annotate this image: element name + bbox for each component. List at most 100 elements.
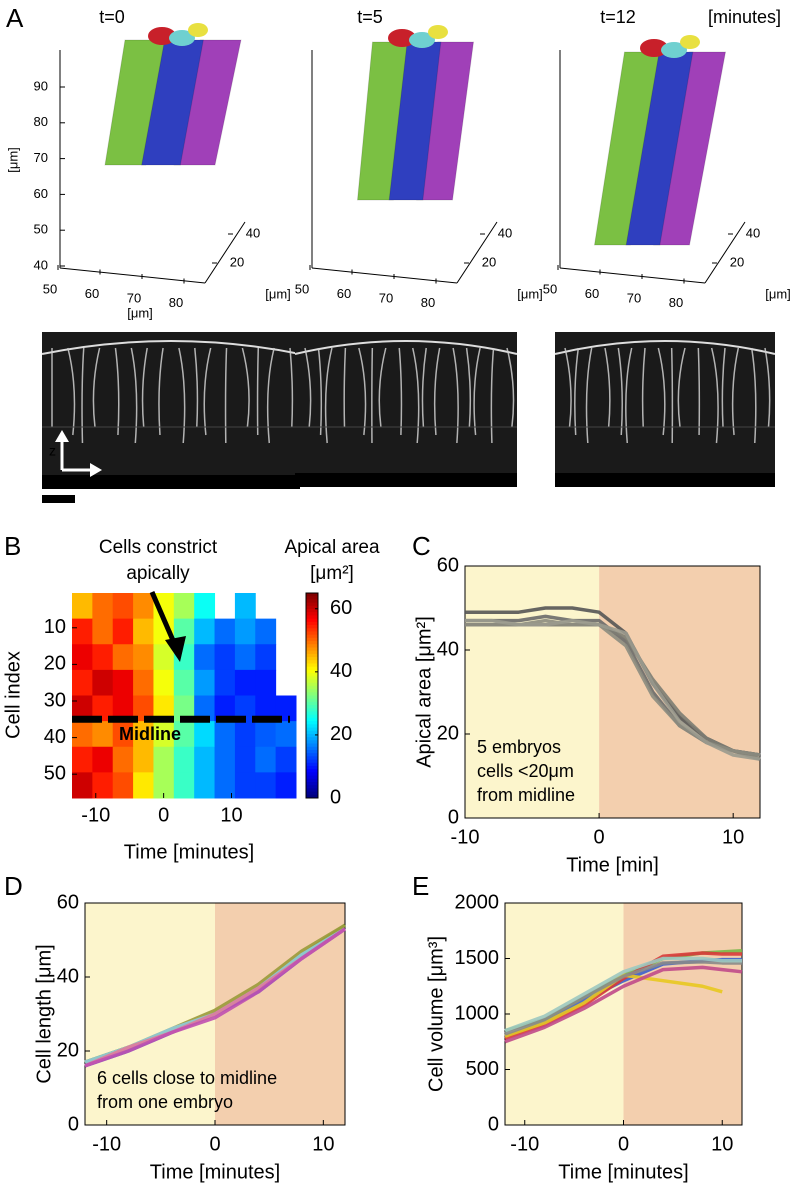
y-tick-label: 20 <box>437 722 459 744</box>
heat-cell <box>133 593 154 620</box>
colorbar-segment <box>306 714 318 719</box>
x-tick-label: 10 <box>711 1133 733 1155</box>
heat-cell <box>72 669 93 696</box>
heat-cell <box>214 746 236 773</box>
x-tick-label: -10 <box>451 826 480 848</box>
x-axis-label: Time [minutes] <box>150 1161 280 1183</box>
membrane <box>256 347 260 436</box>
cell-cap <box>680 35 700 49</box>
series-line <box>84 927 346 1068</box>
heat-cell <box>214 669 236 696</box>
heat-cell <box>72 695 93 722</box>
colorbar-segment <box>306 721 318 725</box>
panel-label: B <box>4 531 21 561</box>
midline-label: Midline <box>119 724 181 744</box>
x-tick-label: 50 <box>43 281 57 296</box>
x-tick-label: 10 <box>220 804 242 826</box>
z-tick-label: 50 <box>34 222 48 237</box>
membrane <box>289 347 294 428</box>
colorbar-segment <box>306 778 318 783</box>
colorbar-segment <box>306 625 318 629</box>
x-axis <box>311 267 458 284</box>
y-tick-label: 60 <box>57 891 79 913</box>
colorbar-segment <box>306 724 318 729</box>
colorbar-segment <box>306 785 318 789</box>
membrane <box>224 347 228 444</box>
plot-title: t=12 <box>600 7 636 27</box>
membrane <box>92 347 101 428</box>
heat-cell <box>214 772 236 799</box>
membrane <box>194 347 199 428</box>
colorbar-segment <box>306 615 318 620</box>
membrane <box>304 347 312 428</box>
heat-cell <box>72 721 93 748</box>
heat-cell <box>234 618 256 645</box>
x-tick-label: 50 <box>295 281 309 296</box>
colorbar-segment <box>306 730 318 735</box>
colorbar-segment <box>306 746 318 751</box>
y-tick-label: 0 <box>488 1113 499 1135</box>
time-unit: [minutes] <box>708 7 781 27</box>
heat-cell <box>153 644 175 671</box>
micrograph <box>42 332 300 489</box>
colorbar-tick-label: 40 <box>330 660 352 682</box>
heat-cell <box>214 695 236 722</box>
colorbar-segment <box>306 609 318 613</box>
x-tick-label: 70 <box>627 290 641 305</box>
heat-cell <box>234 772 256 799</box>
colorbar-segment <box>306 682 318 687</box>
heat-cell <box>234 746 256 773</box>
heat-cell <box>92 618 114 645</box>
y-tick-label: 20 <box>57 1039 79 1061</box>
series-line <box>465 618 761 761</box>
heat-cell <box>92 721 114 748</box>
x-tick-label: 80 <box>669 295 683 310</box>
x-tick-label: 80 <box>421 295 435 310</box>
heat-cell <box>112 746 134 773</box>
y-tick-label: 20 <box>44 653 66 675</box>
x-axis <box>59 267 206 284</box>
heat-cell <box>255 772 277 799</box>
heat-cell <box>255 746 277 773</box>
heat-cell <box>194 746 216 773</box>
heat-cell <box>234 593 256 620</box>
membrane <box>241 347 250 428</box>
membrane <box>710 347 719 444</box>
membrane <box>465 347 472 428</box>
x-axis-label: Time [min] <box>566 854 659 876</box>
y-tick-label: 0 <box>68 1113 79 1135</box>
colorbar-segment <box>306 593 318 597</box>
y-tick-label: 20 <box>730 254 744 269</box>
colorbar-segment <box>306 740 318 745</box>
x-tick-label: 0 <box>158 804 169 826</box>
cell-cap <box>409 32 435 48</box>
colorbar-segment <box>306 781 318 786</box>
membrane <box>697 347 701 436</box>
colorbar-segment <box>306 631 318 636</box>
micrograph-surface <box>294 340 518 355</box>
x-axis-label: Time [minutes] <box>558 1161 688 1183</box>
heat-cell <box>112 669 134 696</box>
y-tick-label: 60 <box>437 554 459 576</box>
colorbar-segment <box>306 759 318 764</box>
heat-cell <box>153 669 175 696</box>
heat-cell <box>173 746 195 773</box>
membrane <box>343 347 347 428</box>
heat-cell <box>133 746 154 773</box>
heat-cell <box>92 593 114 620</box>
colorbar-segment <box>306 775 318 780</box>
heat-cell <box>194 772 216 799</box>
membrane <box>731 347 740 436</box>
membrane <box>604 347 611 428</box>
y-tick-label: 40 <box>437 638 459 660</box>
heat-cell <box>214 644 236 671</box>
colorbar-label: [μm²] <box>310 563 354 584</box>
heat-cell <box>72 746 93 773</box>
heat-cell <box>275 721 297 748</box>
cell-cap <box>188 23 208 37</box>
membrane <box>324 347 333 444</box>
colorbar-segment <box>306 644 318 648</box>
membrane <box>490 347 495 444</box>
